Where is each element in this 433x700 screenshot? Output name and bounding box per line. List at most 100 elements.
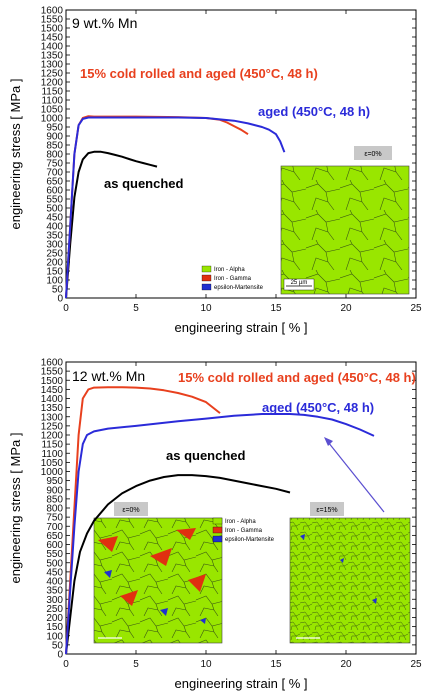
legend-swatch-epsilon — [212, 535, 223, 543]
y-tick-label: 1300 — [41, 412, 64, 423]
y-tick-label: 550 — [46, 549, 63, 560]
y-tick-label: 300 — [46, 595, 63, 606]
y-tick-label: 1450 — [41, 33, 64, 44]
y-tick-label: 100 — [46, 276, 63, 287]
legend-label-epsilon: epsilon-Martensite — [214, 285, 264, 291]
y-tick-label: 950 — [46, 123, 63, 134]
y-tick-label: 250 — [46, 604, 63, 615]
y-tick-label: 200 — [46, 258, 63, 269]
y-tick-label: 1600 — [41, 358, 64, 369]
legend-label-epsilon: epsilon-Martensite — [225, 537, 275, 543]
y-tick-label: 150 — [46, 622, 63, 633]
panel-12mn: 12 wt.% Mn 05010015020025030035040045050… — [8, 358, 422, 692]
y-tick-label: 1100 — [41, 449, 63, 460]
y-tick-label: 1450 — [41, 385, 64, 396]
y-tick-label: 750 — [46, 159, 63, 170]
y-tick-label: 1000 — [41, 114, 64, 125]
panel-title: 9 wt.% Mn — [72, 15, 137, 31]
legend-label-gamma: Iron - Gamma — [225, 528, 263, 534]
y-tick-label: 400 — [46, 577, 63, 588]
series-line-aged-450-c-48-h — [65, 413, 375, 655]
panel-title: 12 wt.% Mn — [72, 368, 145, 384]
y-tick-label: 950 — [46, 476, 63, 487]
legend-label-alpha: Iron - Alpha — [214, 267, 245, 273]
phase-legend: Iron - Alpha Iron - Gamma epsilon-Marten… — [201, 265, 264, 291]
y-tick-label: 350 — [46, 586, 63, 597]
y-tick-label: 0 — [57, 650, 63, 661]
y-tick-label: 1400 — [41, 42, 64, 53]
series-lines — [65, 386, 375, 655]
y-tick-label: 350 — [46, 231, 63, 242]
y-tick-label: 900 — [46, 485, 63, 496]
inset-label-box — [114, 502, 148, 516]
y-tick-label: 550 — [46, 195, 63, 206]
annotation-aged: aged (450°C, 48 h) — [258, 104, 370, 119]
inset-label-box — [310, 502, 344, 516]
inset-label: ε=15% — [316, 507, 337, 514]
x-tick-label: 20 — [340, 303, 352, 314]
annotation-cold-rolled: 15% cold rolled and aged (450°C, 48 h) — [80, 66, 318, 81]
series-lines — [65, 115, 286, 299]
y-tick-label: 600 — [46, 540, 63, 551]
y-tick-label: 850 — [46, 141, 63, 152]
y-tick-label: 1200 — [41, 78, 64, 89]
y-tick-label: 1550 — [41, 15, 64, 26]
y-tick-label: 900 — [46, 132, 63, 143]
y-tick-label: 700 — [46, 168, 63, 179]
panel-9mn: 9 wt.% Mn 050100150200250300350400450500… — [8, 6, 422, 336]
inset-label: ε=0% — [364, 151, 381, 158]
phase-legend: Iron - Alpha Iron - Gamma epsilon-Marten… — [212, 517, 275, 543]
y-tick-label: 1150 — [41, 87, 63, 98]
y-tick-label: 600 — [46, 186, 63, 197]
x-tick-label: 15 — [270, 659, 282, 670]
y-tick-label: 800 — [46, 504, 63, 515]
y-axis-label: engineering stress [ MPa ] — [8, 432, 23, 583]
x-axis-label: engineering strain [ % ] — [175, 676, 308, 691]
x-tick-label: 10 — [200, 659, 212, 670]
y-tick-label: 50 — [52, 285, 64, 296]
y-tick-label: 1500 — [41, 376, 64, 387]
y-axis-label: engineering stress [ MPa ] — [8, 78, 23, 229]
y-tick-label: 1500 — [41, 24, 64, 35]
series-line-as-quenched — [65, 150, 158, 299]
inset-label: ε=0% — [122, 507, 139, 514]
y-ticks: 0501001502002503003504004505005506006507… — [41, 358, 416, 661]
y-tick-label: 1250 — [41, 69, 64, 80]
x-tick-label: 20 — [340, 659, 352, 670]
x-tick-label: 5 — [133, 659, 139, 670]
y-tick-label: 750 — [46, 513, 63, 524]
y-tick-label: 250 — [46, 249, 63, 260]
y-tick-label: 50 — [52, 640, 64, 651]
x-tick-label: 25 — [410, 303, 422, 314]
y-tick-label: 400 — [46, 222, 63, 233]
y-tick-label: 1350 — [41, 403, 64, 414]
micrograph-image — [289, 517, 411, 644]
series-line-as-quenched — [65, 474, 291, 655]
annotation-as-quenched: as quenched — [104, 176, 184, 191]
y-tick-label: 1050 — [41, 105, 64, 116]
y-tick-label: 1200 — [41, 431, 64, 442]
x-tick-label: 5 — [133, 303, 139, 314]
annotation-cold-rolled: 15% cold rolled and aged (450°C, 48 h) — [178, 370, 416, 385]
x-tick-label: 15 — [270, 303, 282, 314]
y-tick-label: 1400 — [41, 394, 64, 405]
y-tick-label: 450 — [46, 567, 63, 578]
y-tick-label: 200 — [46, 613, 63, 624]
micrograph-image — [280, 165, 410, 295]
inset-label-box — [354, 146, 392, 160]
y-tick-label: 1050 — [41, 458, 64, 469]
y-tick-label: 0 — [57, 294, 63, 305]
y-tick-label: 1600 — [41, 6, 64, 17]
legend-swatch-gamma — [201, 274, 212, 282]
y-tick-label: 500 — [46, 558, 63, 569]
y-tick-label: 800 — [46, 150, 63, 161]
legend-label-alpha: Iron - Alpha — [225, 519, 256, 525]
y-tick-label: 1300 — [41, 60, 64, 71]
y-tick-label: 450 — [46, 213, 63, 224]
inset-micrograph-right: ε=15% — [289, 502, 411, 644]
y-tick-label: 1250 — [41, 421, 64, 432]
annotation-aged: aged (450°C, 48 h) — [262, 400, 374, 415]
y-tick-label: 1150 — [41, 440, 63, 451]
legend-swatch-gamma — [212, 526, 223, 534]
